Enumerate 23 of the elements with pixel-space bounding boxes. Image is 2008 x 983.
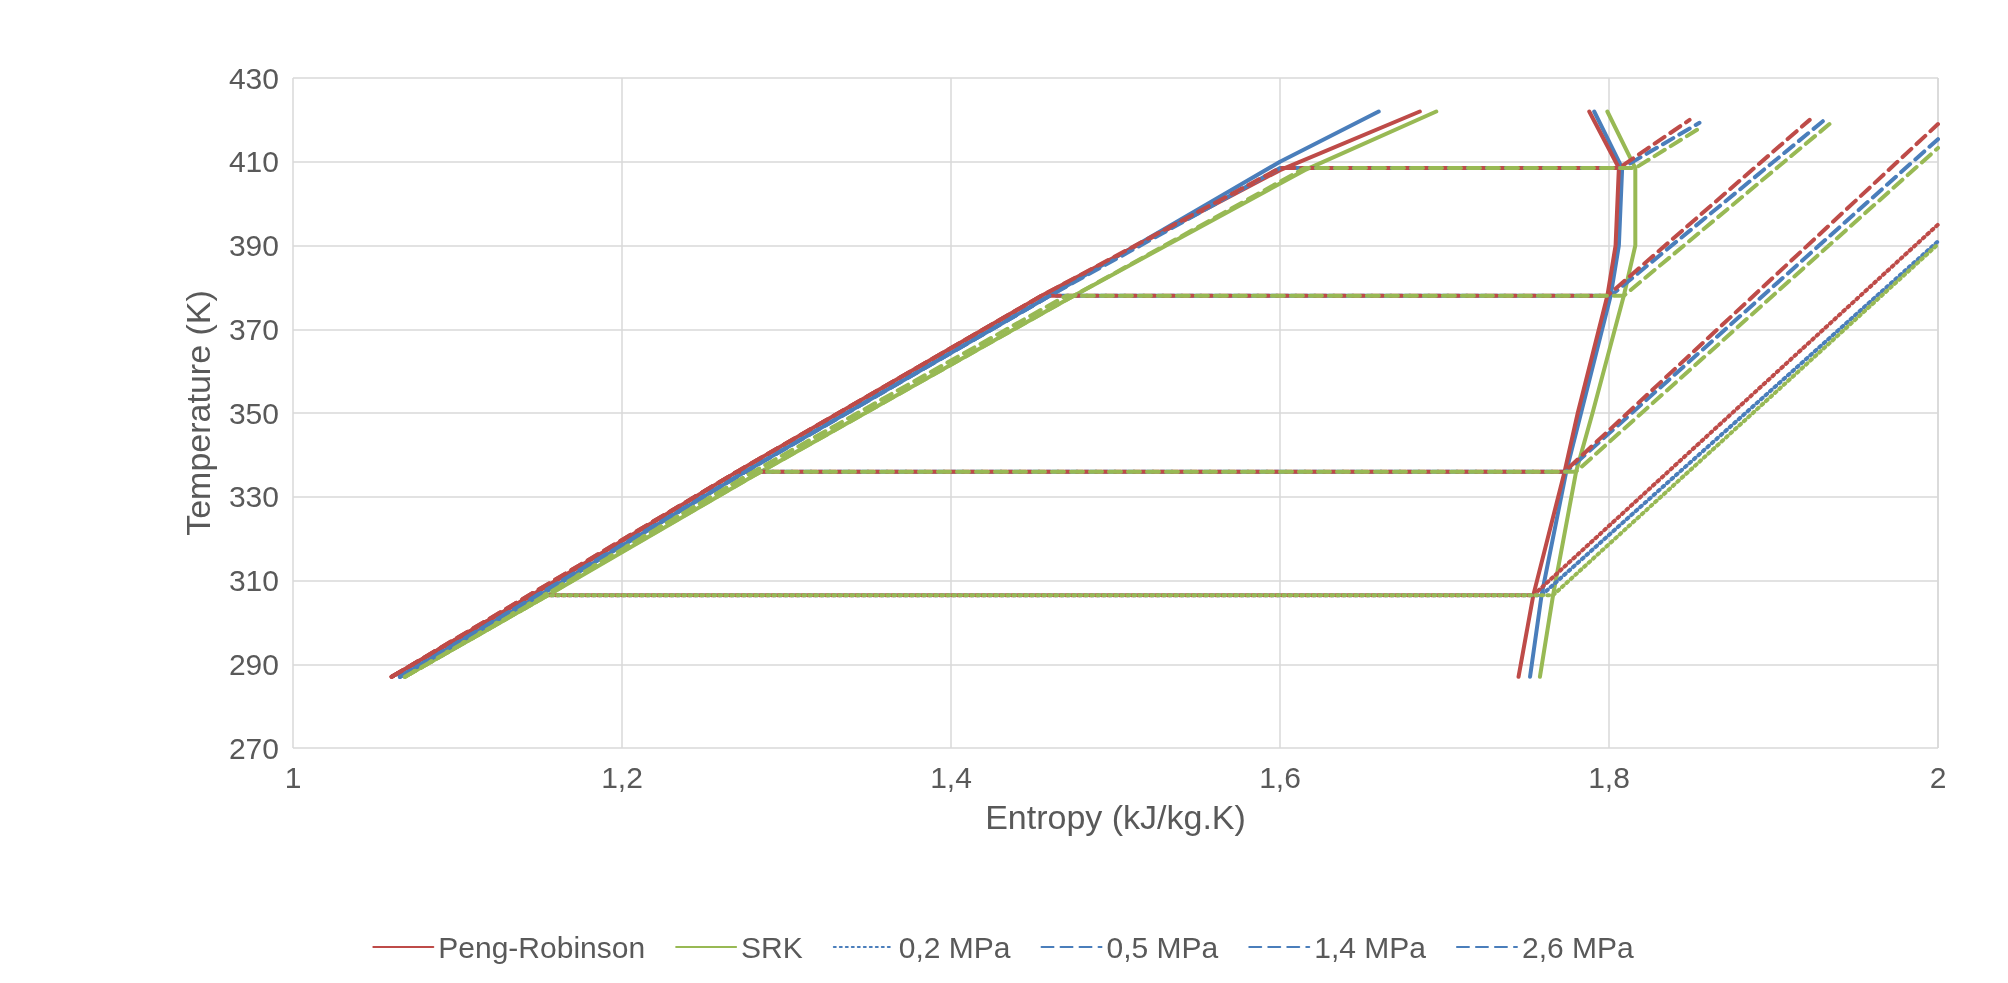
legend-label: 2,6 MPa [1521,930,1635,964]
y-axis-title: Temperature (K) [179,290,217,536]
y-tick-label: 430 [228,61,279,95]
x-tick-label: 1,4 [930,760,972,794]
x-tick-label: 1 [284,760,302,794]
x-tick-label: 1,2 [601,760,643,794]
y-tick-label: 370 [228,312,279,346]
legend-label: SRK [741,930,803,964]
legend-label: 1,4 MPa [1314,930,1427,964]
x-tick-label: 2 [1929,760,1947,794]
y-tick-label: 290 [228,647,279,681]
y-tick-label: 270 [228,731,279,765]
y-tick-label: 350 [228,396,279,430]
y-tick-label: 390 [228,229,279,262]
legend-label: 0,5 MPa [1106,930,1219,964]
y-tick-label: 410 [228,145,279,179]
legend-label: Peng-Robinson [438,930,646,964]
y-tick-label: 310 [228,564,279,597]
y-tick-label: 330 [228,480,279,514]
x-tick-label: 1,8 [1588,760,1630,794]
x-tick-label: 1,6 [1259,760,1301,794]
x-axis-title: Entropy (kJ/kg.K) [985,798,1246,836]
legend-label: 0,2 MPa [898,930,1011,964]
